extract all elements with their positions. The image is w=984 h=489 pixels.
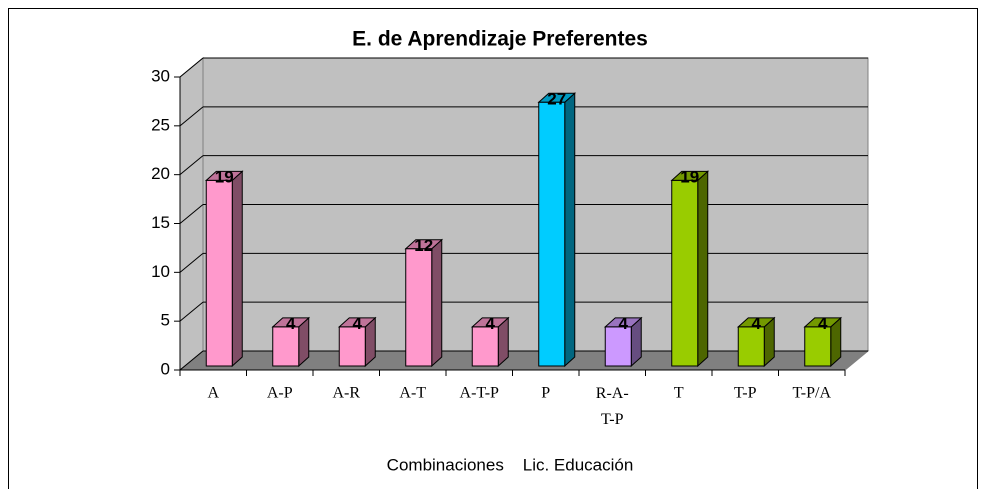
grid-line xyxy=(179,301,204,322)
value-label: 19 xyxy=(680,167,699,186)
bar xyxy=(671,179,699,367)
grid-line xyxy=(179,204,204,224)
x-tick-label: A-T-P xyxy=(460,385,500,402)
x-tick-label: R-A- T-P xyxy=(596,385,629,428)
x-tick-label: T-P/A xyxy=(792,385,831,402)
x-tick-label: P xyxy=(541,385,550,402)
x-tick-label: T xyxy=(674,385,684,402)
bar-side xyxy=(431,238,443,368)
x-tick-label: A-R xyxy=(332,385,360,402)
x-tick-label: A xyxy=(207,385,219,402)
grid-line xyxy=(179,57,204,78)
value-label: 4 xyxy=(353,314,363,333)
grid-line xyxy=(179,106,204,127)
value-label: 4 xyxy=(619,314,629,333)
x-tick-label-line: R-A- xyxy=(596,385,629,402)
y-tick-label: 30 xyxy=(151,66,170,85)
chart-title: E. de Aprendizaje Preferentes xyxy=(352,28,648,51)
x-tick-label: A-T xyxy=(399,385,426,402)
x-tick-label: A-P xyxy=(267,385,293,402)
value-label: 4 xyxy=(752,314,762,333)
bar-side xyxy=(564,92,576,368)
x-tick-label-line: T-P xyxy=(601,411,624,428)
bar xyxy=(338,326,366,367)
grid-line xyxy=(179,155,204,176)
y-tick-label: 10 xyxy=(151,262,170,281)
bar-side xyxy=(697,170,709,368)
bar-side xyxy=(231,170,243,368)
bar xyxy=(471,326,499,367)
value-label: 12 xyxy=(414,236,433,255)
bar xyxy=(405,248,433,367)
value-label: 4 xyxy=(486,314,496,333)
bar xyxy=(538,101,566,367)
y-tick-label: 5 xyxy=(161,311,170,330)
value-label: 4 xyxy=(818,314,828,333)
y-tick-label: 15 xyxy=(151,213,170,232)
value-label: 19 xyxy=(215,167,234,186)
y-tick-label: 20 xyxy=(151,164,170,183)
grid-line xyxy=(179,252,204,273)
bar xyxy=(272,326,300,367)
value-label: 4 xyxy=(286,314,296,333)
bar xyxy=(737,326,765,367)
grid-line xyxy=(179,350,204,371)
bar xyxy=(804,326,832,367)
bar xyxy=(604,326,632,367)
bar xyxy=(205,179,233,367)
x-axis-title: Combinaciones Lic. Educación xyxy=(387,455,634,474)
y-tick-label: 0 xyxy=(161,359,170,378)
value-label: 27 xyxy=(547,89,566,108)
x-tick-label: T-P xyxy=(734,385,757,402)
y-tick-label: 25 xyxy=(151,115,170,134)
